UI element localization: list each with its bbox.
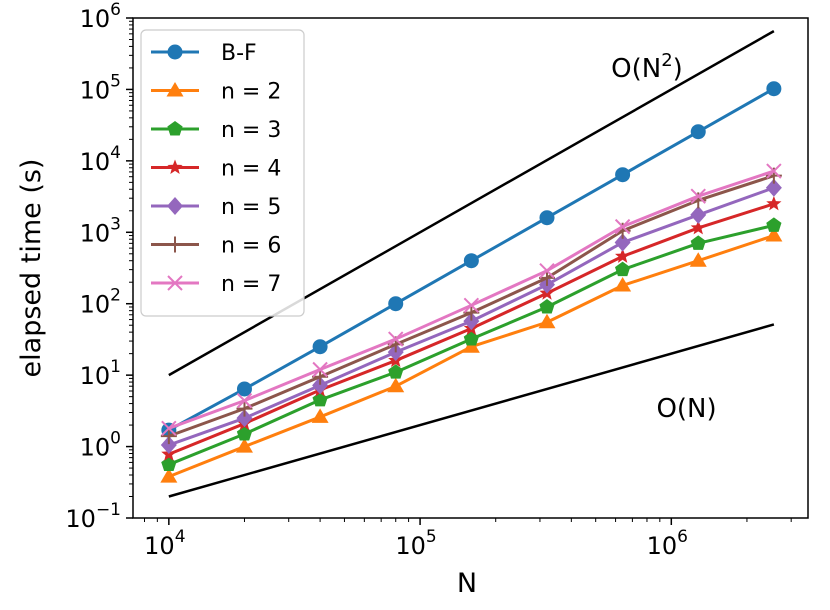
legend-label: n = 2 (221, 80, 281, 105)
plot-area (160, 30, 783, 498)
legend-marker (167, 159, 183, 174)
data-point (235, 438, 253, 453)
data-point (160, 468, 178, 483)
y-tick-label: 105 (80, 71, 121, 104)
legend-entry: n = 4 (151, 157, 281, 182)
data-point (538, 313, 556, 329)
data-point (387, 377, 405, 393)
legend-entry: n = 6 (151, 234, 281, 259)
data-point (614, 233, 631, 252)
y-tick-label: 104 (80, 143, 121, 176)
data-point (615, 248, 631, 263)
data-point (690, 124, 706, 140)
legend-marker (166, 82, 184, 97)
y-axis-label: elapsed time (s) (16, 159, 47, 378)
y-tick-label: 101 (80, 357, 121, 390)
x-tick-label: 105 (395, 527, 436, 560)
series-b-f (161, 81, 782, 438)
data-point (312, 339, 328, 355)
data-point (161, 420, 177, 437)
axes: O(N2) O(N) 10−1 100 101 102 103 104 105 106 104 105… (65, 0, 809, 560)
series-n-3 (161, 217, 782, 472)
legend: B-F n = 2 n = 3 n = 4 n = 5 n = 6 n = 7 (140, 29, 305, 317)
legend-marker (167, 44, 183, 60)
data-point (463, 304, 480, 321)
data-point (161, 456, 177, 472)
data-point (766, 195, 782, 211)
legend-label: B-F (221, 41, 257, 66)
data-point (236, 400, 253, 417)
data-point (312, 368, 329, 385)
legend-label: n = 3 (221, 118, 281, 143)
data-point (236, 381, 252, 397)
data-point (689, 252, 707, 267)
legend-entry: n = 2 (151, 80, 281, 105)
data-point (388, 331, 404, 347)
data-point (614, 276, 632, 292)
data-point (312, 376, 329, 395)
data-point (615, 167, 631, 183)
data-point (463, 253, 479, 269)
data-point (160, 428, 177, 445)
data-point (614, 218, 631, 235)
data-point (311, 408, 329, 423)
y-tick-label: 102 (80, 286, 121, 319)
y-tick-label: 10−1 (65, 500, 121, 533)
legend-label: n = 7 (221, 272, 281, 297)
legend-label: n = 4 (221, 157, 281, 182)
reference-label-o-n: O(N) (656, 394, 716, 424)
legend-marker (167, 275, 183, 291)
data-point (236, 409, 253, 428)
legend-entry: B-F (151, 41, 257, 66)
data-point (312, 361, 328, 378)
data-point (690, 205, 707, 224)
data-point (690, 235, 706, 250)
data-point (236, 425, 253, 441)
data-point (388, 296, 404, 312)
legend-marker (167, 197, 183, 215)
x-axis-label: N (457, 568, 477, 599)
data-point (539, 210, 555, 226)
data-point (463, 312, 480, 331)
legend-entry: n = 7 (151, 272, 281, 297)
x-tick-label: 106 (647, 527, 688, 560)
legend-label: n = 6 (221, 234, 281, 259)
legend-entry: n = 3 (151, 118, 281, 143)
data-point (690, 219, 706, 235)
data-point (463, 331, 479, 346)
data-point (615, 261, 631, 277)
legend-marker (167, 236, 183, 253)
data-point (463, 297, 480, 314)
series-n-5 (160, 178, 782, 455)
plot-frame (132, 17, 809, 519)
legend-entry: n = 5 (151, 195, 281, 220)
legend-marker (167, 121, 183, 136)
data-point (539, 298, 555, 314)
data-point (539, 262, 555, 279)
x-tick-label: 104 (144, 527, 185, 560)
data-point (765, 178, 782, 197)
data-point (538, 269, 555, 286)
data-point (766, 163, 782, 179)
data-point (388, 364, 404, 379)
data-point (766, 217, 782, 232)
reference-label-o-n2: O(N2) (611, 50, 683, 84)
data-point (766, 81, 782, 97)
data-point (236, 392, 253, 409)
reference-line-o-n (168, 323, 775, 498)
y-tick-label: 100 (80, 429, 121, 462)
data-point (765, 227, 783, 242)
y-tick-label: 103 (80, 214, 121, 247)
reference-line-o-n2 (168, 30, 775, 377)
y-tick-label: 106 (80, 0, 121, 33)
data-point (160, 436, 177, 455)
legend-label: n = 5 (221, 195, 281, 220)
series-n-7 (161, 163, 782, 437)
data-point (690, 188, 706, 204)
